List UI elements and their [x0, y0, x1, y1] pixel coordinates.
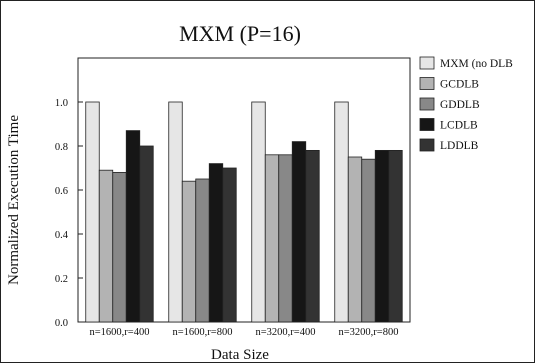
bar-gcdlb-3: [264, 154, 280, 323]
legend-swatch: [419, 97, 435, 111]
bar-gddlb-2: [195, 178, 210, 323]
bar-lcdlb-4: [374, 149, 390, 323]
bar-lcdlb-2: [208, 163, 224, 323]
bar-lddlb-4: [388, 149, 403, 323]
legend-label: LCDLB: [440, 120, 478, 132]
y-tick-label: 0.6: [55, 186, 68, 197]
bar-gcdlb-1: [98, 169, 114, 323]
y-tick-label: 0.4: [55, 230, 69, 241]
bar-lddlb-1: [139, 145, 154, 323]
legend-label: LDDLB: [440, 140, 479, 152]
bar-mxm-no-dlb-1: [85, 101, 100, 323]
legend-swatch: [419, 118, 435, 131]
legend-swatch: [419, 138, 435, 152]
bar-lcdlb-1: [125, 130, 141, 323]
x-tick-label: n=1600,r=800: [173, 327, 233, 338]
y-tick-label: 0.8: [55, 142, 68, 153]
legend-label: GCDLB: [440, 79, 479, 91]
bars: [85, 101, 403, 323]
x-tick-label: n=1600,r=400: [90, 327, 150, 338]
bar-lddlb-3: [305, 149, 320, 323]
bar-gddlb-1: [112, 171, 127, 323]
legend-label: MXM (no DLB: [440, 58, 513, 70]
bar-gddlb-4: [361, 158, 376, 323]
y-axis-ticks: 0.0 0.2 0.4 0.6 0.8 1.0: [55, 98, 83, 329]
legend: MXM (no DLB GCDLB GDDLB LCDLB LDDLB: [419, 56, 513, 152]
x-tick-label: n=3200,r=400: [256, 327, 316, 338]
x-tick-label: n=3200,r=800: [339, 327, 399, 338]
bar-lcdlb-3: [291, 141, 307, 323]
bar-mxm-no-dlb-2: [168, 101, 183, 323]
bar-gcdlb-2: [181, 180, 197, 323]
x-axis-ticks: n=1600,r=400 n=1600,r=800 n=3200,r=400 n=32…: [90, 327, 399, 338]
legend-label: GDDLB: [440, 99, 480, 111]
chart-title: MXM (P=16): [179, 21, 301, 46]
bar-lddlb-2: [222, 167, 237, 323]
x-axis-label: Data Size: [211, 347, 269, 363]
legend-swatch: [419, 56, 435, 70]
y-axis-label: Normalized Execution Time: [6, 115, 22, 285]
y-tick-label: 0.2: [55, 274, 68, 285]
plot-area: 0.00.20.40.60.81.0 n=1600,r=400 n=1600,r=…: [55, 57, 411, 338]
legend-swatch: [419, 77, 435, 90]
bar-gddlb-3: [278, 154, 293, 323]
bar-mxm-no-dlb-4: [334, 101, 349, 323]
bar-gcdlb-4: [347, 156, 363, 323]
bar-mxm-no-dlb-3: [251, 101, 266, 323]
y-tick-label: 0.0: [55, 318, 68, 329]
y-tick-label: 1.0: [55, 98, 68, 109]
